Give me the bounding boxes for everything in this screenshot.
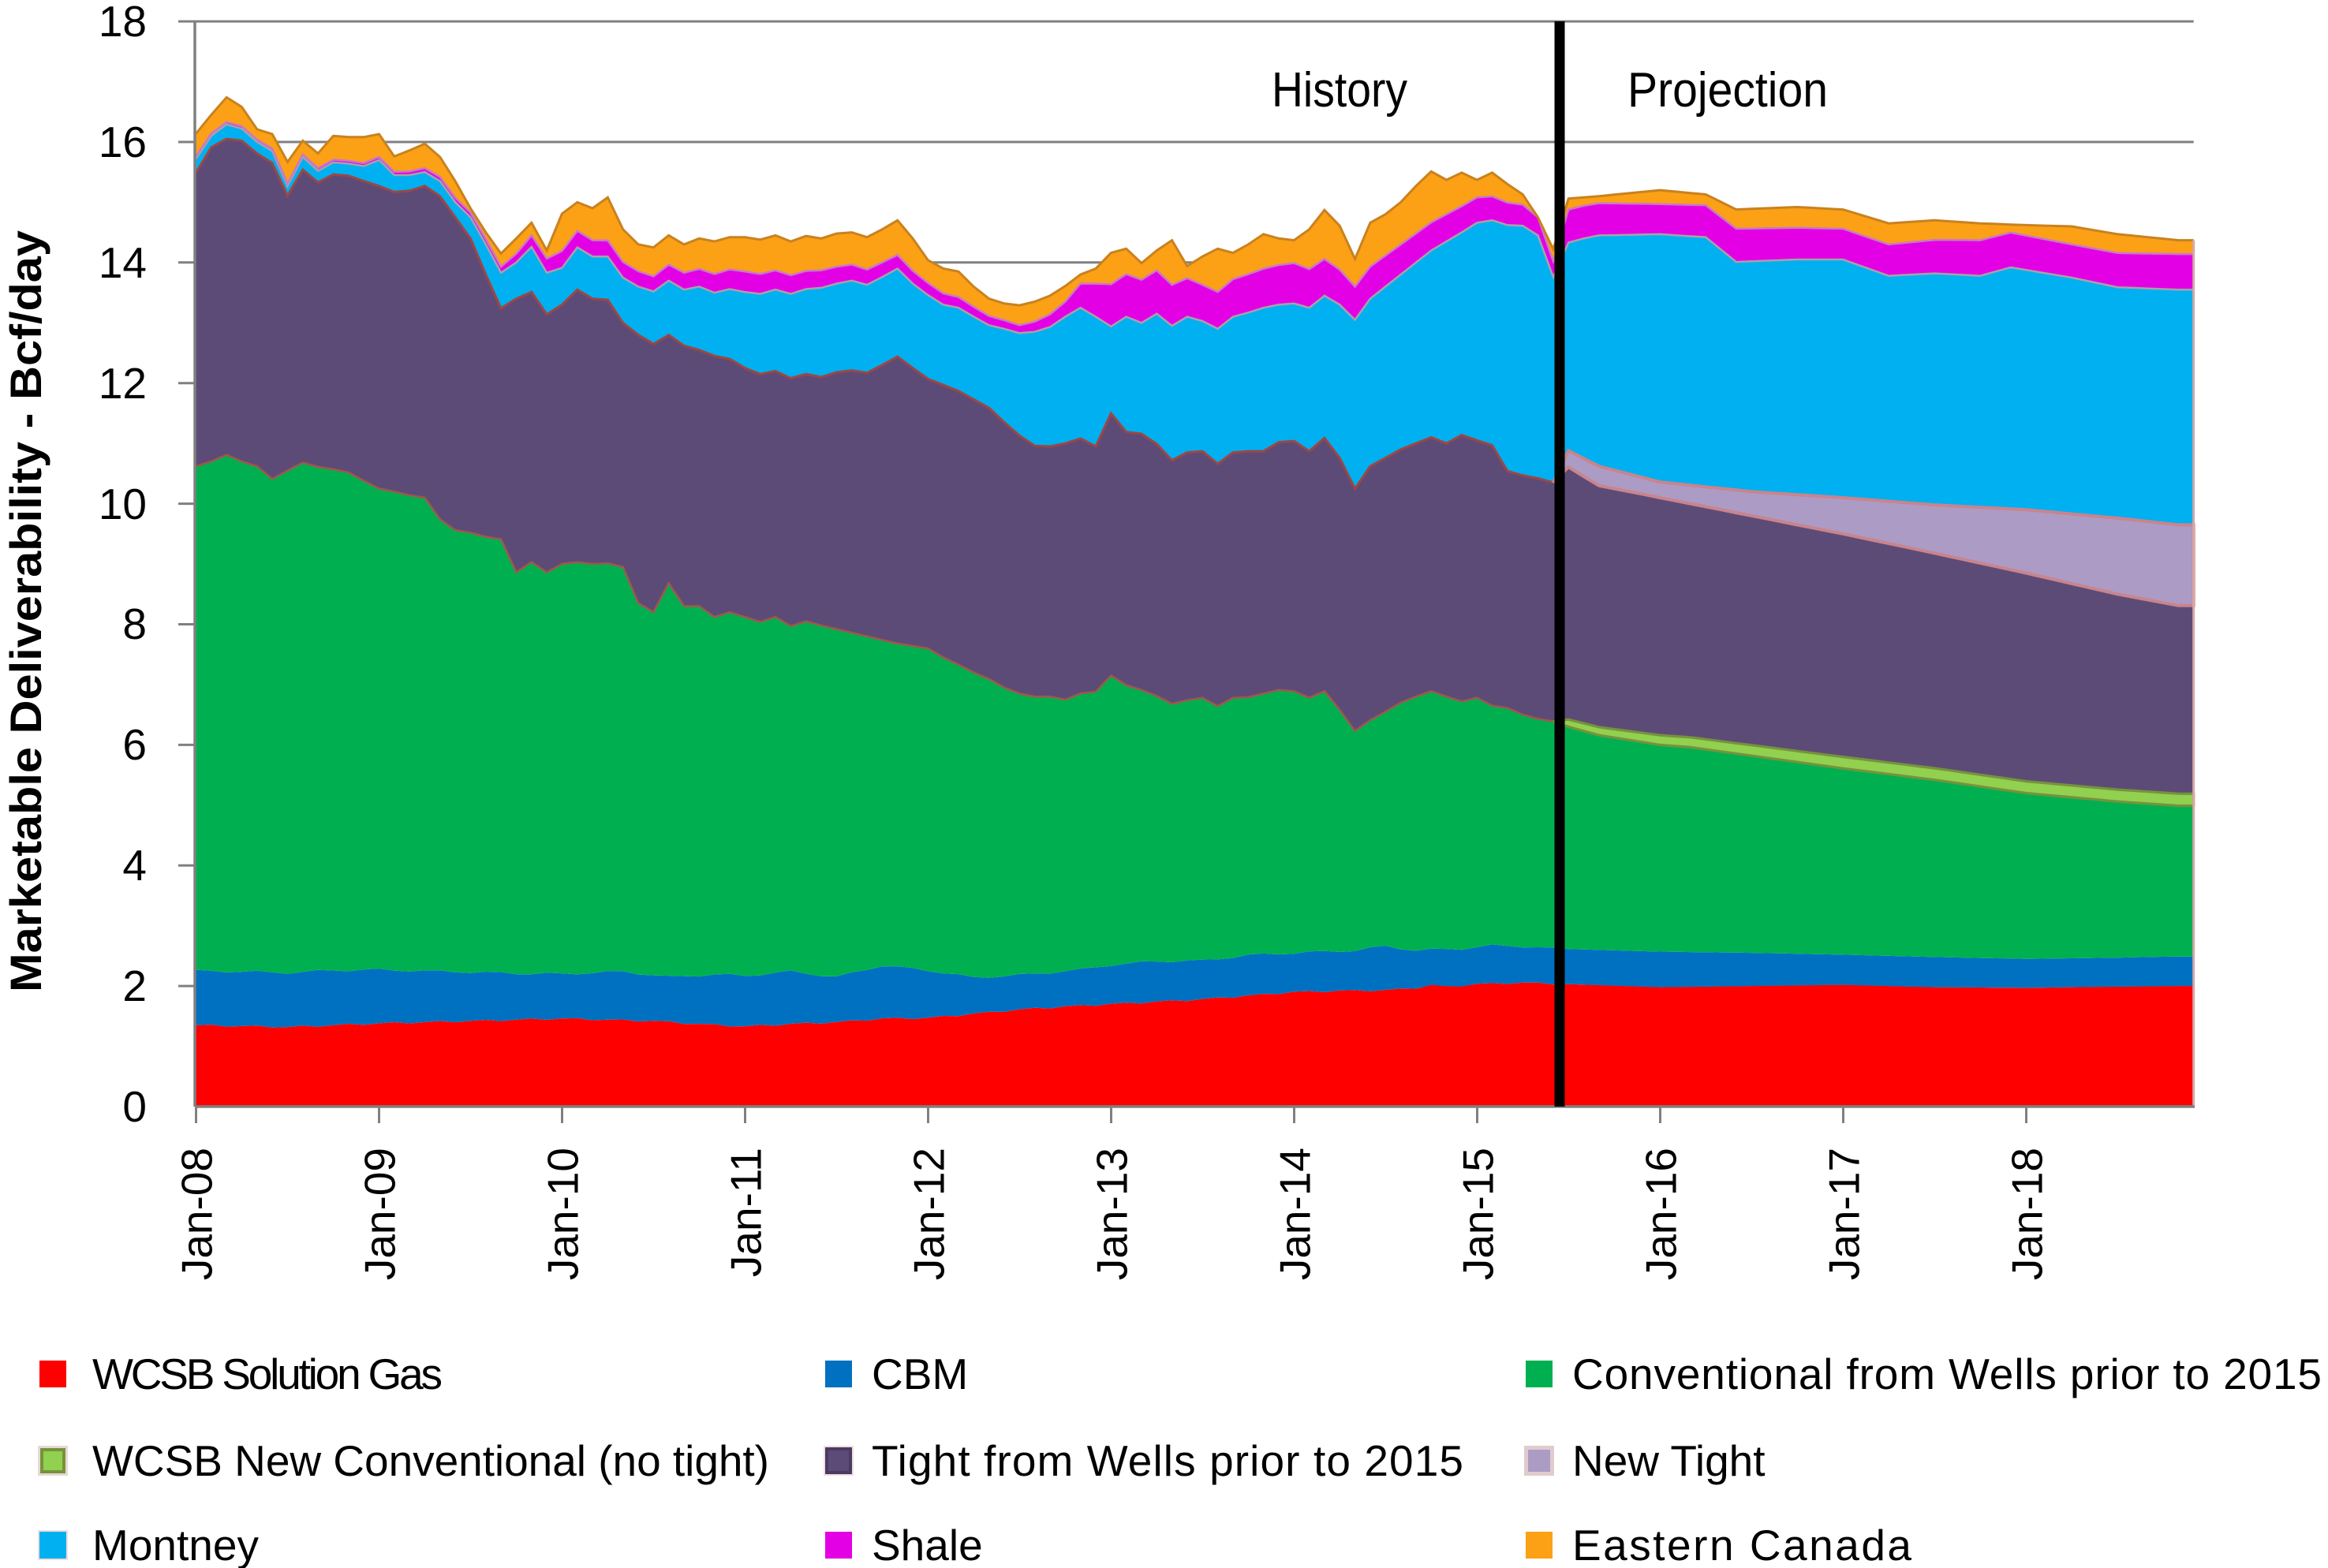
svg-text:Jan-17: Jan-17 [1820,1148,1869,1280]
svg-text:10: 10 [99,480,147,528]
svg-text:16: 16 [99,118,147,166]
svg-text:History: History [1272,63,1407,118]
svg-text:Jan-15: Jan-15 [1454,1148,1503,1280]
svg-text:Tight from Wells prior to 2015: Tight from Wells prior to 2015 [872,1436,1463,1485]
svg-text:CBM: CBM [872,1350,968,1398]
svg-text:Eastern Canada: Eastern Canada [1572,1521,1911,1568]
svg-text:Projection: Projection [1627,63,1828,118]
svg-text:Jan-11: Jan-11 [722,1148,771,1277]
svg-text:New Tight: New Tight [1572,1436,1766,1485]
svg-text:12: 12 [99,359,147,408]
svg-text:Jan-14: Jan-14 [1271,1148,1320,1280]
svg-text:Shale: Shale [872,1521,983,1568]
svg-text:WCSB Solution Gas: WCSB Solution Gas [92,1350,443,1398]
svg-text:6: 6 [122,720,147,769]
svg-text:Jan-18: Jan-18 [2003,1148,2052,1280]
svg-text:4: 4 [122,841,147,890]
svg-text:Conventional from Wells prior: Conventional from Wells prior to 2015 [1572,1350,2322,1398]
svg-text:8: 8 [122,599,147,648]
svg-text:14: 14 [99,238,147,287]
svg-text:Jan-09: Jan-09 [356,1148,405,1280]
svg-text:WCSB New Conventional (no tigh: WCSB New Conventional (no tight) [92,1436,769,1485]
svg-text:Marketable Deliverability - Bc: Marketable Deliverability - Bcf/day [1,230,50,992]
svg-text:Jan-10: Jan-10 [539,1148,588,1280]
svg-text:Jan-12: Jan-12 [905,1148,954,1280]
svg-text:0: 0 [122,1082,147,1131]
svg-text:2: 2 [122,961,147,1010]
svg-text:18: 18 [99,0,147,46]
svg-text:Jan-13: Jan-13 [1088,1148,1137,1280]
svg-text:Montney: Montney [92,1521,259,1568]
svg-text:Jan-08: Jan-08 [173,1148,222,1280]
svg-text:Jan-16: Jan-16 [1637,1148,1686,1280]
